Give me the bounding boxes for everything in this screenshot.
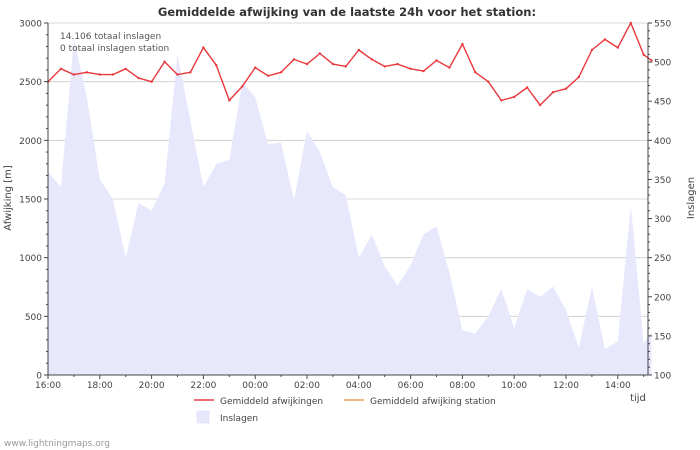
afwijkingen-point xyxy=(202,46,205,49)
x-tick-label: 22:00 xyxy=(190,381,216,391)
afwijkingen-point xyxy=(642,53,645,56)
y2-tick-label: 350 xyxy=(654,176,671,186)
afwijkingen-point xyxy=(137,76,140,80)
afwijkingen-point xyxy=(344,65,347,68)
x-tick-label: 18:00 xyxy=(87,381,113,391)
afwijkingen-line-layer xyxy=(46,21,653,107)
afwijkingen-point xyxy=(396,62,399,66)
afwijkingen-point xyxy=(629,21,632,25)
x-tick-label: 02:00 xyxy=(294,381,320,391)
legend-swatch-inslagen xyxy=(196,410,210,424)
footer-credit: www.lightningmaps.org xyxy=(4,439,110,449)
y2-tick-label: 200 xyxy=(654,293,671,303)
annotation-station-strikes: 0 totaal inslagen station xyxy=(60,44,169,54)
y2-tick-label: 550 xyxy=(654,20,671,30)
afwijkingen-point xyxy=(163,60,166,63)
y2-tick-label: 400 xyxy=(654,137,671,147)
afwijkingen-point xyxy=(228,99,231,102)
annotation-total-strikes: 14.106 totaal inslagen xyxy=(60,32,161,42)
afwijkingen-point xyxy=(603,38,607,41)
y-tick-label: 2500 xyxy=(19,78,42,88)
afwijkingen-point xyxy=(422,69,425,73)
afwijkingen-point xyxy=(616,46,619,49)
x-tick-label: 04:00 xyxy=(346,381,372,391)
afwijkingen-point xyxy=(305,62,309,66)
afwijkingen-point xyxy=(461,42,464,46)
afwijkingen-point xyxy=(266,74,270,78)
afwijkingen-point xyxy=(85,71,89,74)
afwijkingen-point xyxy=(254,66,257,69)
afwijkingen-point xyxy=(292,58,296,61)
legend-label-afwijkingen: Gemiddeld afwijkingen xyxy=(220,397,323,407)
x-tick-label: 14:00 xyxy=(605,381,631,391)
afwijkingen-point xyxy=(98,73,102,76)
chart-title: Gemiddelde afwijking van de laatste 24h … xyxy=(158,5,536,19)
afwijkingen-point xyxy=(357,48,360,52)
afwijkingen-point xyxy=(538,103,542,107)
afwijkingen-point xyxy=(111,73,115,76)
afwijkingen-point xyxy=(150,80,153,83)
afwijkingen-point xyxy=(383,65,386,68)
afwijkingen-point xyxy=(189,71,192,74)
y2-tick-label: 500 xyxy=(654,59,671,69)
y-tick-label: 500 xyxy=(25,313,42,323)
inslagen-area xyxy=(48,38,652,375)
afwijkingen-point xyxy=(59,67,63,71)
afwijkingen-point xyxy=(564,87,568,90)
y-tick-label: 1000 xyxy=(19,254,42,264)
y2-tick-label: 300 xyxy=(654,215,671,225)
afwijkingen-line xyxy=(47,22,652,106)
afwijkingen-point xyxy=(650,59,653,62)
x-tick-label: 10:00 xyxy=(501,381,527,391)
x-tick-label: 06:00 xyxy=(398,381,424,391)
y-tick-label: 0 xyxy=(36,372,42,382)
legend-label-station: Gemiddeld afwijking station xyxy=(370,397,496,407)
y2-tick-label: 450 xyxy=(654,98,671,108)
afwijkingen-point xyxy=(500,99,503,102)
afwijkingen-point xyxy=(590,48,594,52)
y2-tick-label: 100 xyxy=(654,372,671,382)
y-tick-label: 3000 xyxy=(19,20,42,30)
y-tick-label: 2000 xyxy=(19,137,42,147)
y2-tick-label: 250 xyxy=(654,254,671,264)
afwijkingen-point xyxy=(279,71,283,74)
legend: Gemiddeld afwijkingen Gemiddeld afwijkin… xyxy=(194,397,496,424)
x-tick-label: 20:00 xyxy=(139,381,165,391)
afwijkingen-point xyxy=(525,86,529,89)
right-axis-ticks: 100 150 200 250 300 350 400 450 500 550 xyxy=(648,20,671,382)
x-tick-label: 12:00 xyxy=(553,381,579,391)
afwijkingen-point xyxy=(513,95,516,99)
afwijkingen-point xyxy=(409,67,412,71)
afwijkingen-point xyxy=(448,66,451,69)
afwijkingen-point xyxy=(474,71,477,74)
afwijkingen-point xyxy=(331,62,335,66)
y-axis-label: Afwijking [m] xyxy=(3,165,14,231)
afwijkingen-point xyxy=(577,75,581,79)
x-axis-label: tijd xyxy=(630,393,646,404)
x-axis-ticks: 16:00 18:00 20:00 22:00 00:00 02:00 04:00 06:00… xyxy=(35,375,645,391)
afwijkingen-point xyxy=(176,73,179,76)
x-tick-label: 16:00 xyxy=(35,381,61,391)
inslagen-area-layer xyxy=(48,38,652,375)
left-axis-ticks: 0 500 1000 1500 2000 2500 3000 xyxy=(19,20,48,382)
y2-axis-label: Inslagen xyxy=(686,177,697,219)
x-tick-label: 08:00 xyxy=(449,381,475,391)
afwijkingen-point xyxy=(215,63,218,67)
y-tick-label: 1500 xyxy=(19,196,42,206)
afwijkingen-point xyxy=(487,80,490,83)
legend-label-inslagen: Inslagen xyxy=(220,414,258,424)
afwijkingen-point xyxy=(72,73,76,76)
afwijkingen-point xyxy=(370,58,373,61)
afwijkingen-point xyxy=(551,91,555,94)
afwijkingen-point xyxy=(124,67,127,71)
afwijkingen-point xyxy=(435,59,438,62)
x-tick-label: 00:00 xyxy=(242,381,268,391)
y2-tick-label: 150 xyxy=(654,332,671,342)
afwijkingen-point xyxy=(241,85,244,88)
afwijkingen-point xyxy=(318,52,322,55)
